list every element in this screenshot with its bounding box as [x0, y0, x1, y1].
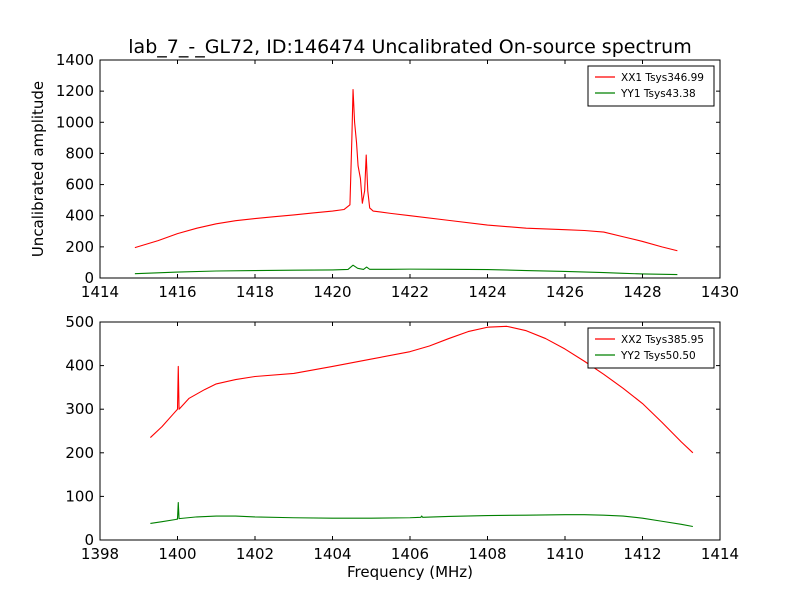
x-tick-label: 1416	[158, 283, 196, 301]
x-tick-label: 1412	[623, 545, 661, 563]
top-panel: 1414 1416 1418 1420 1422 1424 1426 1428 1430 0 200…	[56, 51, 739, 301]
legend-label: XX2 Tsys385.95	[621, 334, 704, 346]
x-tick-label: 1410	[546, 545, 584, 563]
legend: XX2 Tsys385.95 YY2 Tsys50.50	[587, 327, 715, 369]
legend: XX1 Tsys346.99 YY1 Tsys43.38	[587, 65, 715, 107]
x-tick-label: 1402	[236, 545, 274, 563]
x-tick-label: 1424	[468, 283, 506, 301]
x-tick-label: 1428	[623, 283, 661, 301]
x-tick-label: 1406	[391, 545, 429, 563]
x-tick-label: 1430	[701, 283, 739, 301]
y-tick-label: 0	[84, 531, 94, 549]
series-line-2	[150, 501, 693, 528]
x-tick-label: 1414	[81, 283, 119, 301]
x-tick-label: 1414	[701, 545, 739, 563]
series-line-2	[134, 264, 678, 276]
y-tick-label: 200	[65, 238, 94, 256]
y-tick-label: 100	[65, 487, 94, 505]
y-tick-label: 600	[65, 176, 94, 194]
y-tick-label: 300	[65, 400, 94, 418]
y-tick-label: 200	[65, 444, 94, 462]
y-tick-label: 1400	[56, 51, 94, 69]
legend-box	[587, 327, 715, 369]
x-tick-label: 1420	[313, 283, 351, 301]
series-line-1	[134, 89, 678, 252]
legend-label: XX1 Tsys346.99	[621, 72, 704, 84]
legend-label: YY1 Tsys43.38	[620, 88, 696, 100]
y-axis-label: Uncalibrated amplitude	[29, 81, 47, 257]
bottom-panel: 1398 1400 1402 1404 1406 1408 1410 1412 1414 0 100…	[65, 313, 739, 563]
x-tick-label: 1398	[81, 545, 119, 563]
legend-label: YY2 Tsys50.50	[620, 350, 696, 362]
chart-title: lab_7_-_GL72, ID:146474 Uncalibrated On-…	[128, 36, 691, 58]
y-tick-label: 400	[65, 207, 94, 225]
y-tick-label: 0	[84, 269, 94, 287]
x-axis-label: Frequency (MHz)	[347, 563, 473, 581]
y-tick-label: 1000	[56, 113, 94, 131]
series-line-1	[149, 325, 694, 454]
x-tick-label: 1422	[391, 283, 429, 301]
legend-box	[587, 65, 715, 107]
x-tick-label: 1426	[546, 283, 584, 301]
x-tick-label: 1400	[158, 545, 196, 563]
y-tick-label: 800	[65, 144, 94, 162]
x-tick-label: 1404	[313, 545, 351, 563]
y-tick-label: 400	[65, 357, 94, 375]
x-tick-label: 1418	[236, 283, 274, 301]
y-tick-label: 1200	[56, 82, 94, 100]
y-tick-label: 500	[65, 313, 94, 331]
x-tick-label: 1408	[468, 545, 506, 563]
